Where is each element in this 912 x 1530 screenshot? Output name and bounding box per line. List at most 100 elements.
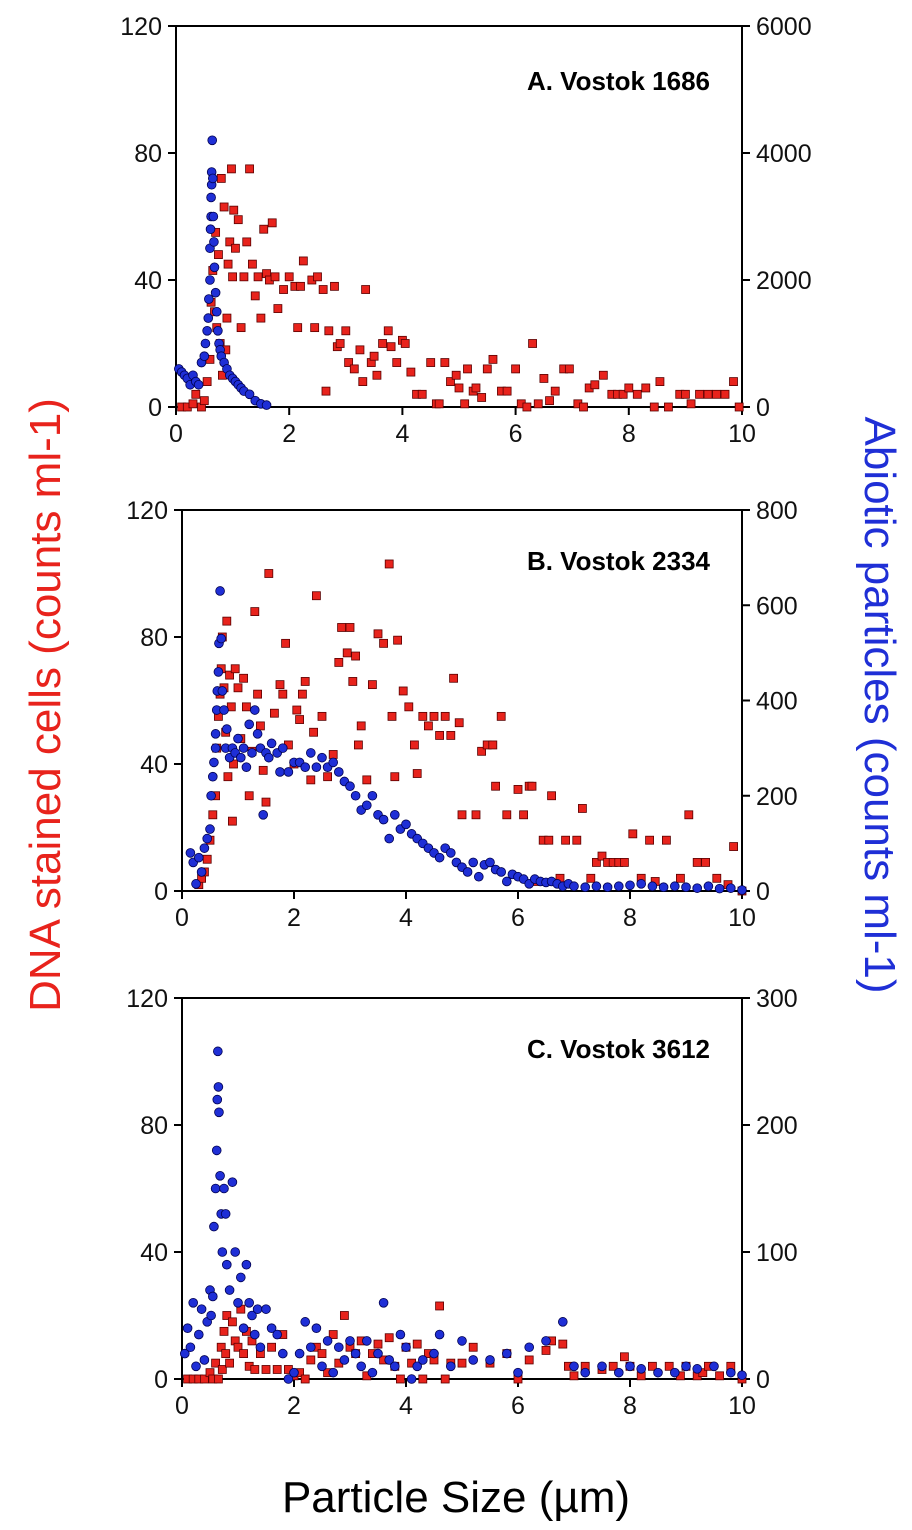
panel-b-abiotic-point: [378, 814, 389, 825]
panel-b-dna-point: [449, 673, 459, 683]
panel-b-abiotic-point: [468, 857, 479, 868]
panel-b-abiotic-point: [258, 809, 269, 820]
panel-a-dna-point: [214, 250, 223, 260]
panel-c-abiotic-point: [681, 1361, 691, 1372]
panel-b-abiotic-point: [185, 848, 196, 858]
panel-b-dna-point: [281, 638, 291, 648]
panel-b-left-tick-label: 40: [140, 751, 168, 779]
panel-b-x-tick-label: 2: [287, 904, 301, 932]
panel-c-dna-point: [664, 1361, 674, 1371]
panel-b-abiotic-point: [384, 833, 395, 844]
panel-a-dna-point: [227, 164, 236, 174]
panel-a-abiotic-point: [202, 325, 212, 336]
panel-b-dna-point: [292, 705, 302, 715]
panel-c-dna-point: [395, 1374, 405, 1384]
panel-a-dna-point: [253, 272, 263, 282]
panel-c-abiotic-point: [333, 1342, 344, 1353]
panel-b-dna-point: [412, 769, 422, 778]
panel-b-abiotic-point: [209, 757, 219, 768]
panel-a-dna-point: [229, 205, 239, 215]
panel-a-dna-point: [361, 285, 371, 294]
panel-a-dna-point: [324, 326, 334, 336]
panel-a-left-tick-label: 120: [120, 13, 162, 41]
panel-b-abiotic-point: [681, 882, 691, 892]
panel-b-abiotic-point: [222, 724, 232, 734]
panel-b-dna-point: [278, 689, 288, 699]
panel-c-abiotic-point: [289, 1367, 299, 1378]
panel-a-dna-point: [222, 313, 232, 323]
panel-a-dna-point: [451, 370, 461, 380]
panel-a-right-tick-label: 0: [756, 394, 770, 422]
panel-a-dna-point: [712, 389, 721, 399]
panel-b-abiotic-point: [213, 667, 224, 677]
panel-c-abiotic-point: [445, 1361, 456, 1372]
panel-b-abiotic-point: [714, 883, 725, 894]
panel-a-dna-point: [477, 393, 487, 402]
panel-c-abiotic-point: [272, 1329, 283, 1340]
panel-c-abiotic-point: [311, 1323, 322, 1333]
panel-a-abiotic-point: [208, 211, 219, 222]
panel-a-dna-point: [460, 399, 470, 409]
panel-b-abiotic-point: [613, 881, 624, 892]
panel-c-left-tick-label: 40: [140, 1239, 168, 1267]
panel-b-dna-point: [729, 842, 738, 851]
panel-c-abiotic-point: [211, 1145, 222, 1156]
panel-b-dna-point: [398, 686, 408, 696]
panel-b-dna-point: [356, 721, 366, 731]
panel-c-abiotic-point: [208, 1291, 218, 1302]
panel-b-abiotic-point: [241, 762, 252, 772]
panel-c-dna-point: [261, 1365, 271, 1374]
x-axis-title: Particle Size (µm): [282, 1473, 630, 1522]
panel-c-abiotic-point: [283, 1374, 294, 1384]
panel-b-dna-point: [367, 680, 377, 690]
panel-b-dna-point: [519, 810, 528, 820]
panel-a-dna-point: [245, 164, 254, 174]
panel-c-dna-point: [440, 1374, 450, 1384]
panel-b-dna-point: [645, 835, 654, 845]
panel-c-abiotic-point: [252, 1304, 263, 1314]
panel-b-abiotic-point: [625, 880, 635, 891]
panel-a-dna-point: [313, 272, 322, 282]
panel-c-right-tick-label: 200: [756, 1112, 798, 1140]
panel-a-dna-point: [310, 323, 320, 333]
panel-a-dna-point: [522, 402, 532, 412]
panel-c-abiotic-point: [210, 1183, 221, 1194]
panel-b-abiotic-point: [496, 867, 507, 877]
panel-b-dna-point: [662, 835, 671, 845]
panel-b-abiotic-point: [277, 743, 288, 753]
panel-b-dna-point: [379, 638, 389, 648]
panel-a-dna-point: [564, 364, 574, 374]
panel-b-dna-point: [435, 731, 445, 740]
panel-b-abiotic-point: [236, 752, 246, 763]
panel-c-dna-point: [216, 1342, 226, 1352]
panel-a-abiotic-point: [206, 192, 216, 203]
panel-b-abiotic-point: [202, 833, 213, 844]
panel-a-dna-point: [703, 389, 713, 399]
panel-b-dna-point: [384, 559, 394, 569]
panel-b-dna-point: [454, 718, 464, 728]
panel-b-dna-point: [547, 791, 556, 801]
panel-a-dna-point: [488, 354, 498, 364]
panel-b-abiotic-point: [350, 790, 361, 801]
panel-c-abiotic-point: [209, 1221, 219, 1232]
panel-c-x-tick-label: 6: [511, 1392, 525, 1420]
panel-a-dna-point: [188, 399, 198, 409]
panel-c-abiotic-point: [238, 1323, 249, 1333]
panel-a-abiotic-point: [209, 262, 220, 273]
panel-a-dna-point: [223, 259, 233, 269]
panel-a-dna-point: [298, 256, 308, 266]
panel-b-dna-point: [692, 858, 702, 867]
panel-b-left-tick-label: 0: [154, 878, 168, 906]
panel-c-abiotic-point: [339, 1355, 350, 1365]
panel-c-left-tick-label: 0: [154, 1366, 168, 1394]
panel-c-abiotic-point: [191, 1361, 201, 1372]
panel-c-dna-point: [524, 1355, 534, 1365]
panel-b-dna-point: [261, 797, 271, 807]
panel-b-abiotic-point: [462, 867, 473, 877]
panel-b-abiotic-point: [725, 883, 736, 893]
panel-b-dna-point: [393, 635, 403, 645]
panel-c-abiotic-point: [199, 1355, 210, 1365]
panel-a-dna-point: [273, 304, 283, 313]
